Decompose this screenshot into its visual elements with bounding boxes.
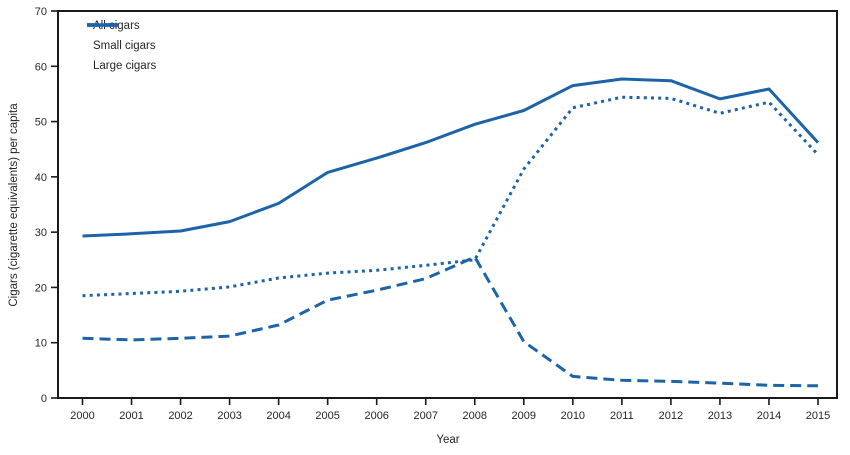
series-line-large-cigars — [82, 95, 820, 298]
x-tick-label: 2004 — [266, 410, 290, 422]
x-tick-label: 2000 — [70, 410, 94, 422]
y-tick-label: 30 — [35, 227, 47, 239]
plot-border — [57, 10, 838, 399]
x-axis-label: Year — [436, 434, 460, 446]
y-tick-label: 40 — [35, 172, 47, 184]
x-tick-label: 2014 — [757, 410, 781, 422]
y-tick-label: 70 — [35, 6, 47, 18]
x-tick-label: 2007 — [413, 410, 437, 422]
x-tick-label: 2010 — [561, 410, 585, 422]
y-tick-label: 10 — [35, 338, 47, 350]
y-tick-label: 60 — [35, 61, 47, 73]
x-tick-label: 2015 — [806, 410, 830, 422]
x-tick-label: 2005 — [315, 410, 339, 422]
series-line-all-cigars — [82, 77, 820, 238]
series-line-small-cigars — [82, 255, 819, 388]
x-tick-label: 2006 — [364, 410, 388, 422]
x-tick-label: 2013 — [708, 410, 732, 422]
dotted-line-swatch-icon — [87, 23, 118, 27]
legend-item-small-cigars: Small cigars — [86, 23, 156, 52]
x-tick-label: 2002 — [168, 410, 192, 422]
x-tick-label: 2011 — [610, 410, 634, 422]
legend-label: Small cigars — [93, 39, 156, 52]
y-axis-label: Cigars (cigarette equivalents) per capit… — [8, 103, 20, 307]
y-tick-label: 20 — [35, 282, 47, 294]
x-tick-label: 2001 — [119, 410, 143, 422]
x-tick-label: 2003 — [217, 410, 241, 422]
legend-item-large-cigars: Large cigars — [86, 23, 157, 72]
y-tick-label: 0 — [41, 393, 47, 405]
y-tick-label: 50 — [35, 117, 47, 129]
x-tick-label: 2008 — [463, 410, 487, 422]
chart-legend: All cigars Small cigars Large cigars — [86, 19, 156, 72]
x-tick-label: 2012 — [659, 410, 683, 422]
x-tick-label: 2009 — [512, 410, 536, 422]
legend-label: Large cigars — [93, 59, 157, 72]
